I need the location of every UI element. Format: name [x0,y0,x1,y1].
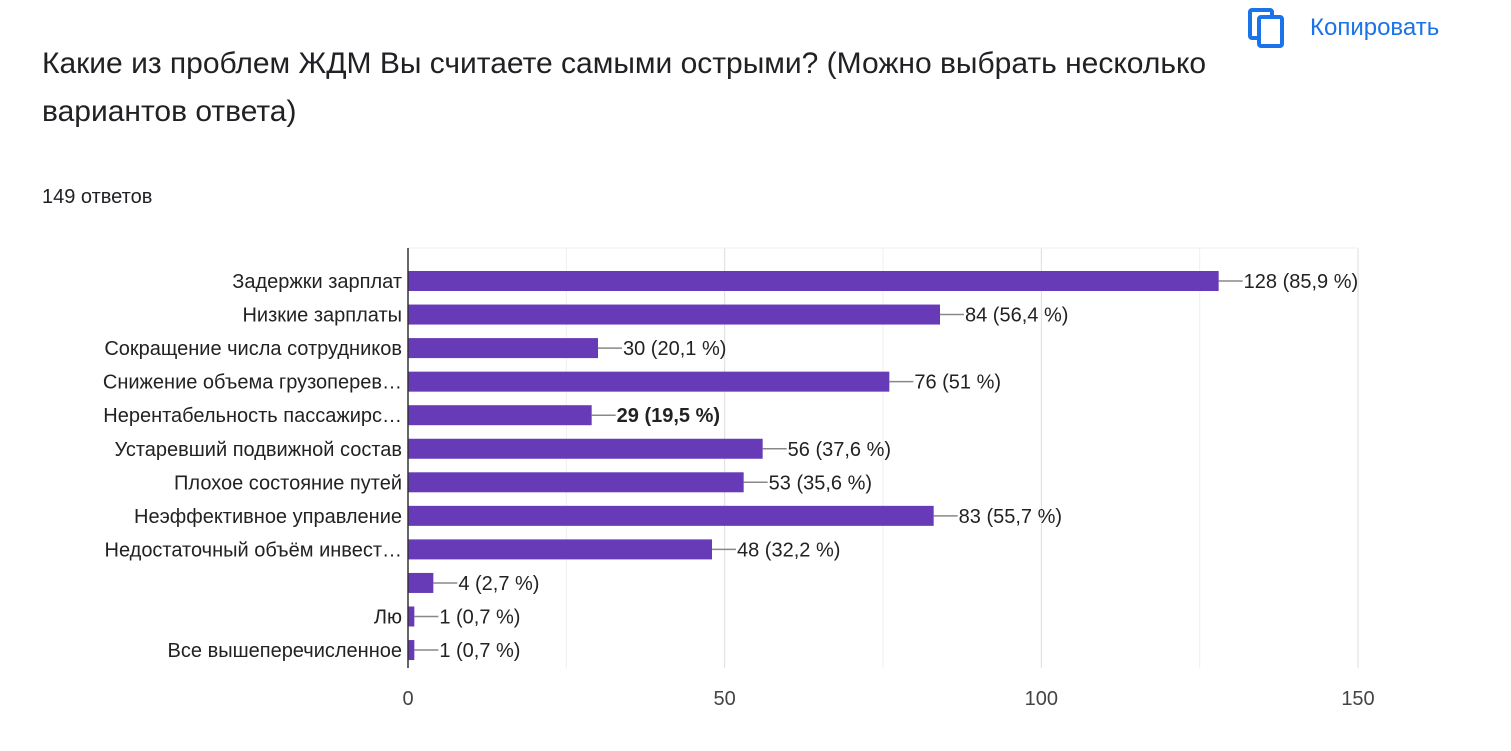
value-label-4: 29 (19,5 %) [617,405,720,427]
value-label-5: 56 (37,6 %) [788,439,891,461]
x-tick-0: 0 [402,688,413,710]
bars [408,271,1243,661]
bar-1[interactable] [408,304,940,325]
bar-8[interactable] [408,539,712,560]
bar-11[interactable] [408,640,415,661]
category-label-10: Лю [374,607,402,629]
category-label-8: Недостаточный объём инвест… [105,539,402,561]
x-axis-ticks: 0 50 100 150 [402,248,1375,710]
category-label-0: Задержки зарплат [232,271,402,293]
x-tick-150: 150 [1341,688,1374,710]
value-label-6: 53 (35,6 %) [769,472,872,494]
value-labels: 128 (85,9 %) 84 (56,4 %) 30 (20,1 %) 76 (51… [439,271,1358,662]
category-label-2: Сокращение числа сотрудников [104,338,402,360]
value-label-2: 30 (20,1 %) [623,338,726,360]
category-label-7: Неэффективное управление [134,506,402,528]
copy-button[interactable]: Копировать [1248,6,1439,50]
value-label-1: 84 (56,4 %) [965,305,1068,327]
value-label-10: 1 (0,7 %) [439,607,520,629]
value-label-0: 128 (85,9 %) [1244,271,1359,293]
category-labels: Задержки зарплат Низкие зарплаты Сокращени… [103,271,402,662]
category-label-5: Устаревший подвижной состав [114,439,402,461]
value-label-3: 76 (51 %) [914,372,1001,394]
value-label-8: 48 (32,2 %) [737,539,840,561]
category-label-11: Все вышеперечисленное [168,640,402,662]
bar-2[interactable] [408,338,598,359]
x-tick-100: 100 [1025,688,1058,710]
bar-7[interactable] [408,505,934,526]
bar-6[interactable] [408,472,744,493]
bar-4[interactable] [408,405,592,426]
category-label-4: Нерентабельность пассажирс… [103,405,402,427]
copy-icon [1248,8,1284,48]
bar-10[interactable] [408,606,415,627]
bar-0[interactable] [408,271,1219,291]
category-label-1: Низкие зарплаты [242,305,402,327]
copy-label: Копировать [1310,14,1440,41]
bar-3[interactable] [408,371,890,392]
value-label-7: 83 (55,7 %) [959,506,1062,528]
category-label-3: Снижение объема грузоперев… [103,372,402,394]
response-count: 149 ответов [42,186,153,208]
value-label-11: 1 (0,7 %) [439,640,520,662]
value-label-9: 4 (2,7 %) [458,573,539,595]
category-label-6: Плохое состояние путей [174,472,402,494]
x-tick-50: 50 [714,688,736,710]
bar-5[interactable] [408,438,763,459]
bar-9[interactable] [408,572,434,593]
question-title: Какие из проблем ЖДМ Вы считаете самыми … [42,47,1207,128]
